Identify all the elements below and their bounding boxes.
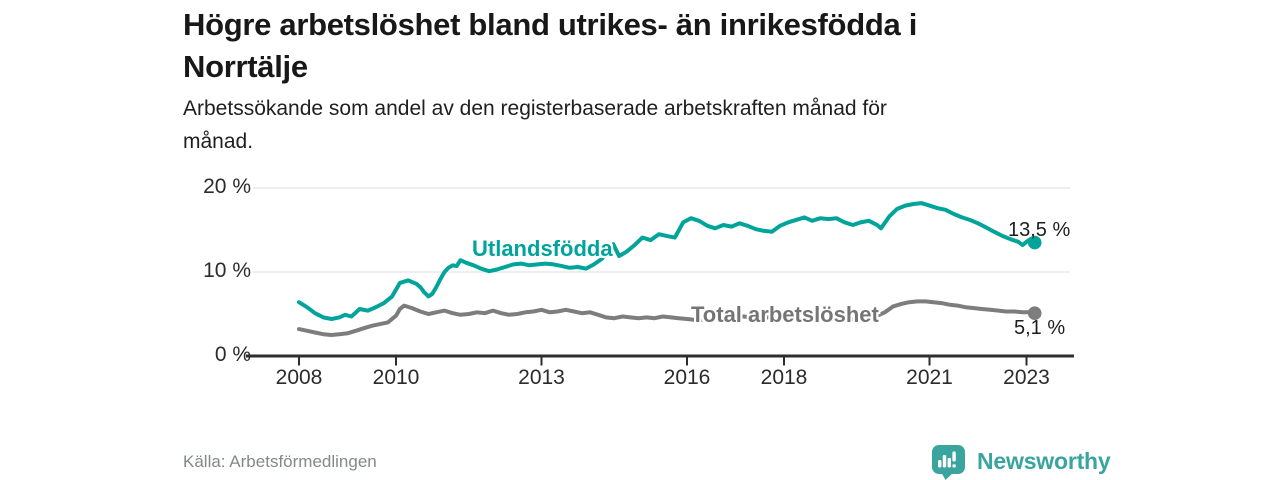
y-tick-label: 10 % <box>203 259 251 282</box>
x-tick-label: 2008 <box>275 366 323 389</box>
series-end-dot <box>1027 306 1042 321</box>
x-axis <box>246 354 1074 366</box>
title-line-1: Högre arbetslöshet bland utrikes- än inr… <box>183 7 918 42</box>
x-tick-label: 2021 <box>906 366 953 389</box>
gridlines <box>253 187 1070 273</box>
series-line <box>297 201 1037 321</box>
x-tick-label: 2016 <box>663 366 711 389</box>
data-series <box>297 201 1042 337</box>
y-tick-label: 20 % <box>203 175 251 198</box>
x-tick-label: 2010 <box>372 366 420 389</box>
end-value-utlandsfodda: 13,5 % <box>1008 219 1071 241</box>
newsworthy-logo: Newsworthy <box>930 443 1111 480</box>
y-tick-label: 0 % <box>214 343 251 366</box>
x-tick-label: 2013 <box>518 366 565 389</box>
series-end-dot <box>1027 235 1042 250</box>
end-value-total-arbetsloshet: 5,1 % <box>1014 317 1066 339</box>
source-note: Källa: Arbetsförmedlingen <box>183 452 377 471</box>
x-tick-label: 2018 <box>760 366 808 389</box>
page-title: Högre arbetslöshet bland utrikes- än inr… <box>183 4 917 88</box>
subtitle-line-2: månad. <box>183 130 254 153</box>
chart-subtitle: Arbetssökande som andel av den registerb… <box>183 92 887 158</box>
series-label-utlandsfodda: Utlandsfödda <box>472 236 613 261</box>
x-tick-label: 2023 <box>1003 366 1050 389</box>
newsworthy-wordmark: Newsworthy <box>977 448 1111 474</box>
series-line <box>297 299 1037 337</box>
title-line-2: Norrtälje <box>183 49 308 84</box>
series-label-total-arbetsloshet: Total arbetslöshet <box>691 302 879 327</box>
newsworthy-bar-chart-pin-icon <box>932 445 965 480</box>
subtitle-line-1: Arbetssökande som andel av den registerb… <box>183 97 887 120</box>
